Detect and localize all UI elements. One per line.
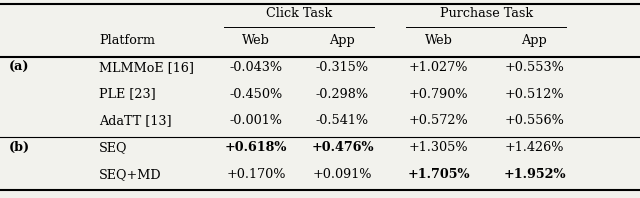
Text: +0.512%: +0.512% [504,88,564,101]
Text: +1.305%: +1.305% [408,141,468,154]
Text: -0.298%: -0.298% [316,88,369,101]
Text: -0.001%: -0.001% [230,114,282,127]
Text: Click Task: Click Task [266,7,332,20]
Text: PLE [23]: PLE [23] [99,88,156,101]
Text: App: App [330,34,355,47]
Text: +0.790%: +0.790% [408,88,468,101]
Text: +1.952%: +1.952% [503,168,566,181]
Text: -0.043%: -0.043% [229,61,283,74]
Text: +0.572%: +0.572% [408,114,468,127]
Text: +0.170%: +0.170% [227,168,285,181]
Text: -0.450%: -0.450% [229,88,283,101]
Text: +0.091%: +0.091% [313,168,372,181]
Text: +1.426%: +1.426% [505,141,564,154]
Text: +1.027%: +1.027% [409,61,468,74]
Text: Web: Web [242,34,270,47]
Text: Web: Web [424,34,452,47]
Text: App: App [522,34,547,47]
Text: SEQ: SEQ [99,141,128,154]
Text: SEQ+MD: SEQ+MD [99,168,162,181]
Text: +0.553%: +0.553% [504,61,564,74]
Text: -0.315%: -0.315% [316,61,369,74]
Text: (a): (a) [9,61,29,74]
Text: -0.541%: -0.541% [316,114,369,127]
Text: +1.705%: +1.705% [407,168,470,181]
Text: +0.476%: +0.476% [311,141,374,154]
Text: MLMMoE [16]: MLMMoE [16] [99,61,194,74]
Text: +0.618%: +0.618% [225,141,287,154]
Text: (b): (b) [8,141,30,154]
Text: Platform: Platform [99,34,155,47]
Text: Purchase Task: Purchase Task [440,7,533,20]
Text: AdaTT [13]: AdaTT [13] [99,114,172,127]
Text: +0.556%: +0.556% [504,114,564,127]
